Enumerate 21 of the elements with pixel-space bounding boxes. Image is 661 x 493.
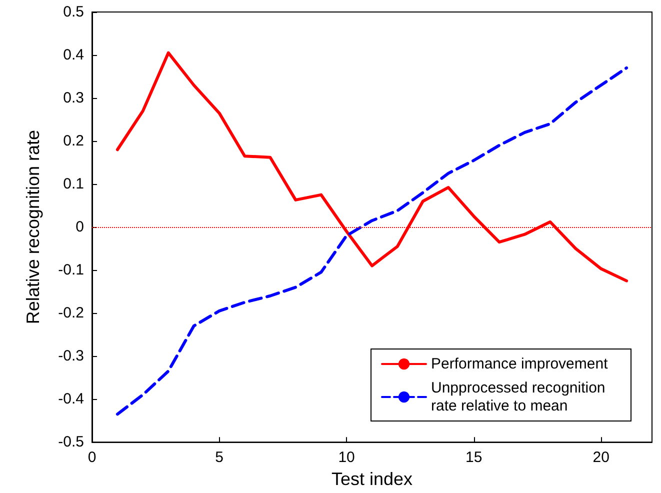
y-tick-label: -0.3: [58, 348, 84, 365]
y-tick-label: -0.2: [58, 304, 84, 322]
x-tick-label: 5: [215, 449, 224, 466]
y-axis-title: Relative recognition rate: [23, 130, 43, 324]
y-tick-label: 0.3: [63, 90, 84, 107]
y-tick-label: 0.5: [63, 4, 84, 20]
legend-label: Performance improvement: [431, 356, 609, 372]
x-tick-label: 15: [465, 449, 482, 466]
y-tick-label: -0.5: [58, 434, 84, 451]
x-tick-label: 10: [338, 449, 355, 466]
x-axis-title: Test index: [331, 469, 413, 489]
x-tick-label: 20: [592, 449, 610, 466]
line-series: [116, 66, 628, 416]
legend-label: Unpprocessed recognition rate relative to mean: [431, 380, 610, 414]
y-tick-label: 0.4: [63, 46, 84, 64]
y-tick-label: -0.4: [58, 390, 84, 408]
y-tick-label: 0: [76, 218, 84, 236]
y-tick-label: -0.1: [58, 262, 84, 279]
y-tick-label: 0.1: [63, 176, 84, 193]
y-tick-label: 0.2: [63, 132, 84, 150]
x-tick-label: 0: [88, 449, 96, 466]
